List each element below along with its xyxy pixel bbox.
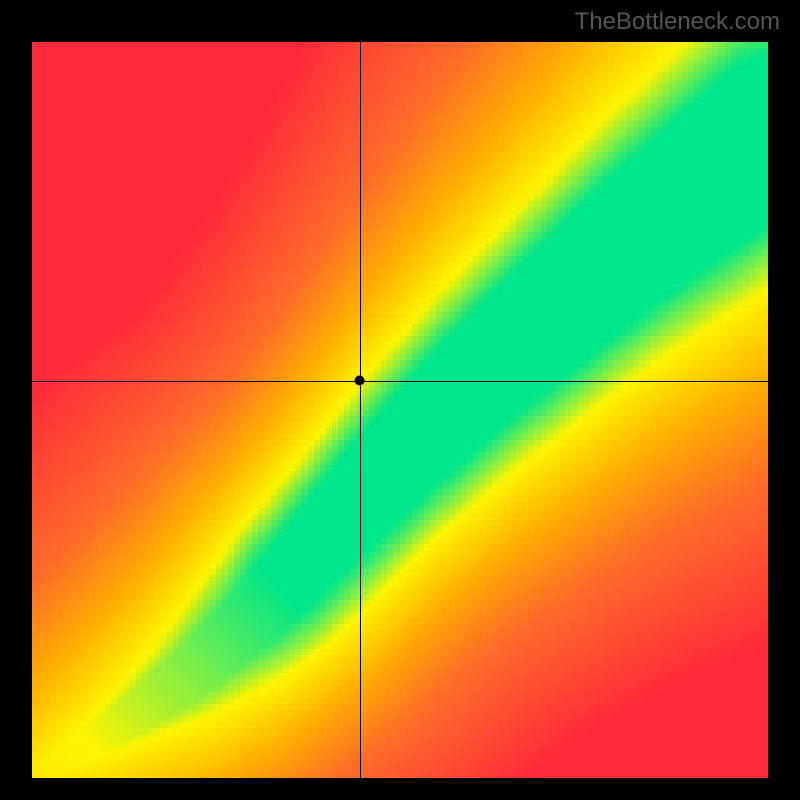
watermark-text: TheBottleneck.com [575, 8, 780, 36]
bottleneck-heatmap [32, 42, 768, 778]
chart-container: TheBottleneck.com [0, 0, 800, 800]
